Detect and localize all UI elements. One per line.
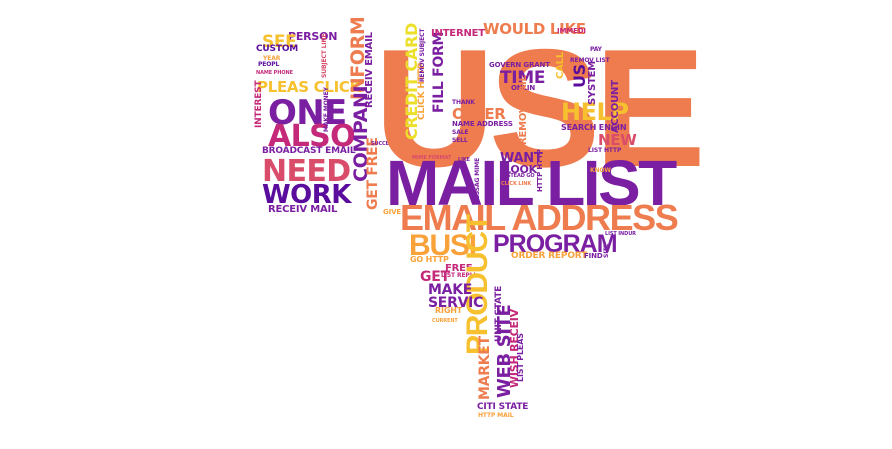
word: MARKET: [477, 336, 493, 400]
word: LOOK: [504, 163, 537, 176]
word: PAY: [590, 46, 602, 53]
word: CITI STATE: [477, 402, 529, 412]
word: WANT: [500, 151, 543, 166]
word: PROGRAM: [493, 230, 618, 258]
word: SUBJECT LINE: [321, 33, 328, 78]
word: GO HTTP: [410, 255, 449, 264]
word: ONLIN: [511, 84, 536, 92]
word: WORK: [262, 180, 351, 210]
word: RIGHT: [435, 306, 463, 315]
word: MIME FORMAT: [412, 155, 452, 161]
word: CURRENT: [432, 318, 458, 324]
word: NEW: [598, 131, 637, 149]
word: SYSTEM: [587, 60, 598, 105]
word: SERVIC: [428, 295, 484, 311]
word: OFFER: [452, 105, 506, 123]
word: CUSTOM: [256, 44, 299, 54]
word: PLEAS CLICK: [257, 78, 361, 96]
word: SELL: [452, 137, 468, 144]
word: CALL: [555, 51, 566, 79]
word: SEE: [262, 32, 297, 52]
word: SALE: [452, 129, 469, 136]
word: LIKE: [458, 157, 470, 163]
word: US: [570, 64, 589, 88]
word: INTERNET: [431, 28, 485, 39]
word: PERSON: [288, 30, 338, 43]
word: RECEIV MAIL: [268, 204, 338, 215]
word: SEARCH ENGIN: [561, 123, 627, 132]
word: LIST INDUR: [605, 231, 636, 237]
word: WOULD LIKE: [483, 20, 586, 38]
word: REMOV MAIL: [518, 75, 529, 145]
word: KNOW: [590, 167, 611, 174]
word: YEAR: [263, 55, 281, 62]
word: ORDER REPORT: [511, 251, 588, 261]
word: LIST HTTP: [588, 147, 622, 154]
word: INTEREST: [254, 80, 264, 128]
word: MAKE: [428, 282, 473, 298]
word: BUSI: [409, 229, 477, 262]
word: ALSO: [268, 119, 356, 154]
word: NEED: [262, 154, 351, 189]
word: ACCOUNT: [610, 80, 621, 133]
word: PEOPL: [258, 61, 280, 68]
word: IMMEDI: [557, 27, 586, 35]
word: FILL FORM: [431, 31, 447, 113]
word: REMOV LIST: [570, 57, 610, 64]
word: HTTP MAIL: [478, 412, 514, 419]
word: NAME ADDRESS: [452, 120, 513, 128]
word: LIST PLEAS: [516, 333, 525, 382]
word: LIST REPLI: [441, 272, 476, 279]
word: SUCCESS: [371, 141, 396, 147]
word: TIME: [500, 68, 546, 88]
word: INSTEAD GO: [501, 173, 535, 179]
word: GIVE: [383, 208, 401, 216]
word: GOVERN GRANT: [489, 61, 550, 69]
word: MAIL LIST: [386, 147, 677, 219]
word: NAME PHONE: [256, 70, 293, 76]
word: CLICK LINK: [501, 181, 532, 187]
word: ONE: [268, 93, 347, 133]
word: HELP: [561, 98, 629, 126]
word: FIND: [584, 252, 603, 260]
word: REMOV SUBJECT: [419, 28, 426, 82]
word: HTTP HTTP: [536, 149, 544, 192]
word: MAKE MONEY: [323, 87, 330, 132]
word: THANK: [452, 99, 475, 106]
word: BROADCAST EMAIL: [262, 146, 356, 156]
word: USE: [374, 14, 706, 202]
word: FREE: [445, 263, 473, 274]
word: EMAIL ADDRESS: [400, 197, 679, 238]
word: GET: [420, 269, 450, 285]
word: SITE: [603, 243, 610, 258]
word: MESSAG MIME: [474, 157, 481, 205]
